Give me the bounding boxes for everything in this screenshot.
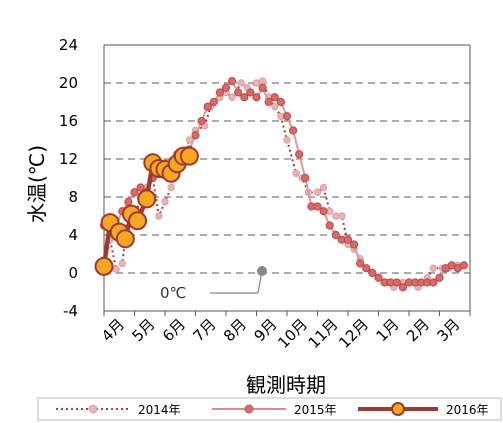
y-tick-label-1: 0 xyxy=(68,264,78,282)
data-point-2014年-21 xyxy=(237,79,245,87)
data-point-2015年-21 xyxy=(228,77,237,86)
data-point-2015年-15 xyxy=(191,131,200,140)
data-point-2015年-30 xyxy=(282,112,292,121)
data-point-2015年-23 xyxy=(240,93,249,102)
data-point-2016年-0 xyxy=(94,256,114,276)
data-point-2014年-28 xyxy=(283,136,291,144)
data-point-2015年-43 xyxy=(362,264,371,273)
series-line-2014年 xyxy=(103,80,464,289)
y-tick-label-2: 4 xyxy=(68,226,78,244)
legend-2016-marker xyxy=(391,402,405,416)
legend-2015-label: 2015年 xyxy=(294,403,337,417)
data-point-2016年-3 xyxy=(115,229,135,249)
data-point-2015年-32 xyxy=(295,150,304,159)
y-tick-label-0: -4 xyxy=(63,302,78,320)
data-point-2015年-6 xyxy=(136,183,145,192)
data-point-2015年-22 xyxy=(234,88,243,97)
data-point-2015年-35 xyxy=(313,202,322,211)
y-tick-label-6: 20 xyxy=(59,74,78,92)
data-point-2016年-13 xyxy=(179,146,199,166)
data-point-2014年-9 xyxy=(155,212,163,220)
data-point-2015年-5 xyxy=(130,188,139,197)
data-point-2015年-18 xyxy=(209,97,218,107)
legend: 2014年 2015年 2016年 xyxy=(37,397,502,421)
legend-2014-marker xyxy=(88,404,98,414)
data-point-2014年-20 xyxy=(228,93,236,101)
y-tick-label-5: 16 xyxy=(59,112,78,130)
data-point-2015年-54 xyxy=(429,278,438,287)
data-point-2015年-17 xyxy=(203,102,212,111)
data-point-2014年-3 xyxy=(118,259,127,268)
data-point-2015年-4 xyxy=(124,197,133,206)
data-point-2015年-59 xyxy=(459,261,468,270)
data-point-2016年-5 xyxy=(128,211,148,231)
data-point-2015年-28 xyxy=(270,93,279,102)
data-point-2015年-16 xyxy=(197,116,206,126)
data-point-2015年-48 xyxy=(392,278,401,287)
data-point-2015年-45 xyxy=(374,273,383,282)
data-point-2016年-6 xyxy=(137,189,157,209)
legend-2015-marker xyxy=(244,404,254,414)
data-point-2014年-36 xyxy=(338,212,346,220)
data-point-2015年-38 xyxy=(331,230,340,240)
legend-2014-label: 2014年 xyxy=(138,403,181,417)
legend-2016-label: 2016年 xyxy=(446,403,489,417)
data-point-2014年-26 xyxy=(271,103,279,111)
data-point-2015年-20 xyxy=(221,83,231,92)
data-point-2014年-33 xyxy=(319,183,328,192)
data-point-2015年-29 xyxy=(276,97,285,107)
data-point-2014年-2 xyxy=(112,265,120,273)
data-point-2015年-24 xyxy=(246,88,255,97)
y-axis-title: 水温(℃) xyxy=(25,145,49,223)
gridlines xyxy=(103,44,471,316)
annotation-marker xyxy=(257,266,267,276)
y-tick-labels: -4 0 4 8 12 16 20 24 xyxy=(59,36,78,320)
data-point-2014年-35 xyxy=(332,212,340,220)
data-point-2015年-19 xyxy=(215,88,224,97)
series-2016年 xyxy=(94,146,199,276)
annotation-label: 0℃ xyxy=(160,284,186,302)
data-point-2015年-55 xyxy=(435,273,444,282)
y-tick-label-7: 24 xyxy=(59,36,78,54)
data-point-2015年-42 xyxy=(356,259,365,268)
data-point-2015年-25 xyxy=(252,93,261,102)
x-axis-title: 観測時期 xyxy=(246,373,326,397)
data-point-2014年-11 xyxy=(167,183,175,192)
y-tick-label-4: 12 xyxy=(59,150,78,168)
y-tick-label-3: 8 xyxy=(68,188,78,206)
data-point-2014年-29 xyxy=(292,169,300,177)
data-point-2014年-49 xyxy=(429,264,438,272)
data-point-2015年-44 xyxy=(368,268,377,278)
data-point-2015年-49 xyxy=(398,283,407,292)
data-point-2015年-40 xyxy=(343,235,353,244)
data-point-2014年-23 xyxy=(252,79,261,87)
data-point-2014年-10 xyxy=(161,198,169,206)
data-point-2015年-36 xyxy=(319,207,328,216)
data-point-2014年-32 xyxy=(313,188,322,196)
data-point-2015年-27 xyxy=(264,97,273,107)
data-point-2015年-33 xyxy=(301,173,310,183)
data-point-2015年-37 xyxy=(325,221,334,230)
series-layer xyxy=(94,77,468,292)
data-point-2015年-41 xyxy=(350,240,359,249)
data-point-2014年-24 xyxy=(258,77,267,85)
data-point-2015年-31 xyxy=(289,126,298,135)
data-point-2015年-26 xyxy=(258,83,267,92)
